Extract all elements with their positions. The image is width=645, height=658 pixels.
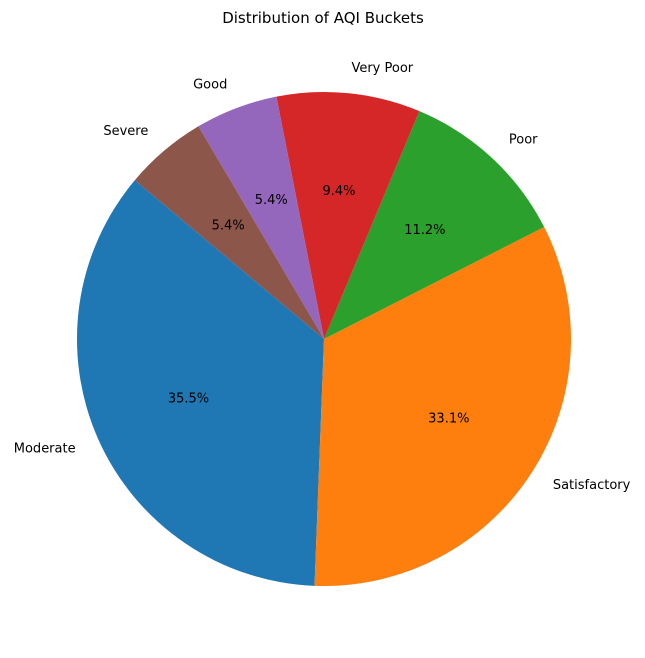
slice-percent-moderate: 35.5%: [168, 392, 209, 407]
slice-percent-severe: 5.4%: [212, 218, 245, 233]
slice-label-satisfactory: Satisfactory: [553, 478, 631, 493]
slice-percent-satisfactory: 33.1%: [428, 411, 469, 426]
slice-label-good: Good: [193, 78, 227, 93]
slice-percent-poor: 11.2%: [404, 223, 445, 238]
slice-label-poor: Poor: [509, 132, 538, 147]
pie-slice-good: [198, 96, 324, 339]
pie-slice-severe: [134, 126, 324, 339]
slice-category-labels: Moderate Satisfactory Poor Very Poor Good Sev…: [14, 61, 631, 493]
pie-slice-poor: [324, 111, 545, 339]
slice-label-severe: Severe: [103, 124, 148, 139]
slice-label-very-poor: Very Poor: [351, 61, 413, 76]
pie-slice-moderate: [76, 180, 324, 586]
slice-label-moderate: Moderate: [14, 442, 76, 457]
slice-percent-very-poor: 9.4%: [322, 184, 355, 199]
slice-percent-labels: 35.5% 33.1% 11.2% 9.4% 5.4% 5.4%: [168, 184, 470, 426]
slice-percent-good: 5.4%: [255, 193, 288, 208]
pie-slice-very-poor: [276, 92, 420, 339]
chart-title: Distribution of AQI Buckets: [222, 9, 424, 27]
pie-slice-satisfactory: [314, 227, 571, 587]
pie-slices: [76, 92, 571, 587]
